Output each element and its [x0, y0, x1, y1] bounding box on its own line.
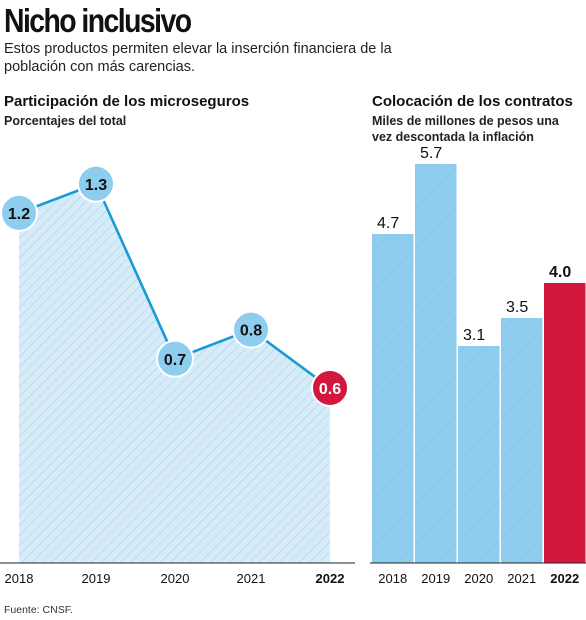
bar-hatch-2018: [372, 234, 414, 563]
bar-tick-label-2022: 2022: [550, 571, 579, 586]
bar-chart-title: Colocación de los contratos: [372, 93, 573, 110]
bar-tick-label-2021: 2021: [507, 571, 536, 586]
page-subtitle: Estos productos permiten elevar la inser…: [4, 41, 392, 75]
line-chart: 1.2 2018 1.3 2019 0.7 2020 0.8 2021 0.6 2022: [0, 164, 355, 586]
line-chart-point-2022: [311, 368, 349, 407]
line-chart-title: Participación de los microseguros: [4, 93, 250, 110]
line-chart-value-label-2022: 0.6: [319, 381, 341, 398]
page-title: Nicho inclusivo: [4, 2, 192, 39]
bar-tick-label-2018: 2018: [378, 571, 407, 586]
bar-hatch-2019: [415, 164, 457, 563]
bar-hatch-2020: [458, 346, 500, 563]
line-chart-subtitle: Porcentajes del total: [4, 114, 127, 128]
bar-value-label-2020: 3.1: [463, 327, 485, 344]
bar-2022: [544, 283, 586, 563]
line-chart-value-label-2018: 1.2: [8, 206, 30, 223]
line-chart-tick-label-2019: 2019: [82, 571, 111, 586]
bar-tick-label-2020: 2020: [464, 571, 493, 586]
bar-value-label-2018: 4.7: [377, 215, 399, 232]
line-chart-value-label-2019: 1.3: [85, 177, 107, 194]
bar-tick-label-2019: 2019: [421, 571, 450, 586]
bar-chart-subtitle: Miles de millones de pesos una vez desco…: [372, 114, 559, 144]
line-chart-point-2020: [156, 339, 194, 378]
bar-value-label-2022: 4.0: [549, 264, 571, 281]
bar-hatch-2021: [501, 318, 543, 563]
bar-value-label-2019: 5.7: [420, 145, 442, 162]
line-chart-tick-label-2018: 2018: [5, 571, 34, 586]
bar-chart: 4.7 2018 5.7 2019 3.1 2020 3.5 2021 4.0 2022: [370, 145, 586, 586]
line-chart-tick-label-2022: 2022: [316, 571, 345, 586]
line-chart-value-label-2020: 0.7: [164, 352, 186, 369]
source-note: Fuente: CNSF.: [4, 604, 73, 616]
bar-value-label-2021: 3.5: [506, 299, 528, 316]
line-chart-tick-label-2021: 2021: [237, 571, 266, 586]
line-chart-point-2021: [232, 310, 270, 349]
line-chart-point-2019: [77, 164, 115, 203]
line-chart-point-2018: [0, 193, 38, 232]
line-chart-value-label-2021: 0.8: [240, 323, 262, 340]
line-chart-tick-label-2020: 2020: [161, 571, 190, 586]
